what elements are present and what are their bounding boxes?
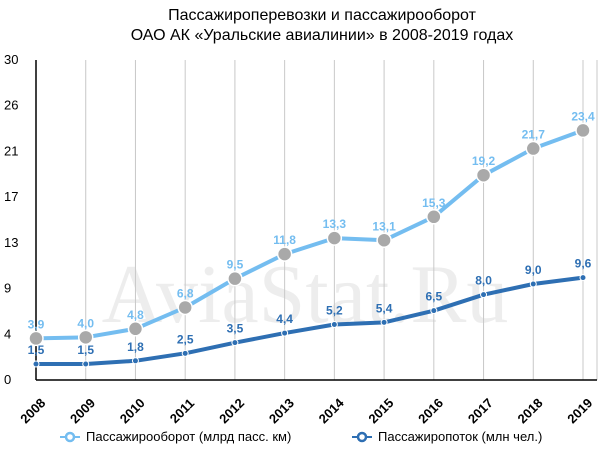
data-point <box>525 140 542 157</box>
legend-label: Пассажирооборот (млрд пасс. км) <box>86 429 291 444</box>
data-point <box>281 329 289 337</box>
x-tick-label: 2019 <box>564 395 595 426</box>
legend-item[interactable]: Пассажирооборот (млрд пасс. км) <box>60 429 291 444</box>
data-label: 15,3 <box>422 196 446 210</box>
y-tick-label: 30 <box>4 52 18 67</box>
data-point <box>127 321 144 337</box>
data-point <box>376 232 392 249</box>
x-tick-label: 2016 <box>415 395 446 426</box>
data-label: 4,8 <box>127 308 144 322</box>
data-label: 13,1 <box>372 219 396 233</box>
legend-marker <box>356 431 368 443</box>
data-point <box>82 360 90 368</box>
data-labels: 3,9 4,0 4,8 6,8 9,5 11,8 13,3 13,1 15,3 19,2 21,7 2… <box>28 109 595 357</box>
data-point <box>330 321 338 329</box>
series-line-1 <box>34 275 585 366</box>
data-label: 9,5 <box>227 258 244 272</box>
data-point <box>231 339 239 347</box>
data-label: 19,2 <box>472 154 496 168</box>
data-label: 3,9 <box>28 317 45 331</box>
x-tick-label: 2013 <box>266 395 297 426</box>
series <box>28 122 591 368</box>
grid <box>35 60 598 380</box>
legend-marker <box>64 431 76 443</box>
data-label: 6,5 <box>425 290 442 304</box>
data-label: 1,8 <box>127 340 144 354</box>
data-label: 4,0 <box>77 316 94 330</box>
data-label: 23,4 <box>571 109 595 123</box>
y-tick-label: 4 <box>4 326 11 341</box>
y-tick-label: 21 <box>4 143 18 158</box>
data-point <box>426 209 442 225</box>
data-point <box>575 122 591 139</box>
data-label: 6,8 <box>177 286 194 300</box>
data-point <box>77 329 94 346</box>
y-tick-label: 9 <box>4 281 11 296</box>
x-tick-label: 2010 <box>117 395 148 426</box>
watermark: AviaStat.Ru <box>102 248 509 341</box>
y-axis-ticks: 0 4 9 13 17 21 26 30 <box>4 52 18 387</box>
data-label: 13,3 <box>323 217 347 231</box>
watermark-text: AviaStat.Ru <box>102 248 509 341</box>
x-tick-label: 2008 <box>17 395 48 426</box>
data-point <box>475 167 492 183</box>
legend-label: Пассажиропоток (млн чел.) <box>378 429 542 444</box>
data-label: 9,6 <box>575 257 592 271</box>
data-point <box>480 291 488 299</box>
data-label: 21,7 <box>522 128 546 142</box>
y-tick-label: 17 <box>4 189 18 204</box>
chart-subtitle: ОАО АК «Уральские авиалинии» в 2008-2019… <box>131 27 514 44</box>
data-label: 2,5 <box>177 332 194 346</box>
x-tick-label: 2012 <box>216 395 247 426</box>
data-point <box>131 357 139 365</box>
x-tick-label: 2009 <box>67 395 98 426</box>
data-label: 5,2 <box>326 304 343 318</box>
data-label: 1,5 <box>77 343 94 357</box>
data-point <box>579 274 587 282</box>
data-label: 9,0 <box>525 263 542 277</box>
y-tick-label: 13 <box>4 235 18 250</box>
chart-title: Пассажироперевозки и пассажирооборот <box>168 7 477 24</box>
data-label: 4,4 <box>276 312 293 326</box>
data-point <box>276 246 293 262</box>
data-point <box>430 307 438 315</box>
x-tick-label: 2014 <box>316 395 348 427</box>
data-point <box>326 230 343 246</box>
data-point <box>32 360 40 368</box>
y-tick-label: 26 <box>4 98 18 113</box>
data-point <box>529 280 537 288</box>
data-point <box>380 318 388 326</box>
data-point <box>181 349 189 357</box>
x-tick-label: 2015 <box>365 395 396 426</box>
x-tick-label: 2017 <box>465 395 496 426</box>
data-point <box>28 330 44 347</box>
x-tick-label: 2018 <box>515 395 546 426</box>
data-label: 11,8 <box>273 233 296 247</box>
x-axis-ticks: 2008 2009 2010 2011 2012 2013 2014 2015 2016 2017… <box>17 395 595 427</box>
y-tick-label: 0 <box>4 372 11 387</box>
data-point <box>177 299 193 316</box>
legend-item[interactable]: Пассажиропоток (млн чел.) <box>352 429 542 444</box>
data-label: 5,4 <box>376 301 393 315</box>
data-label: 8,0 <box>475 274 492 288</box>
x-tick-label: 2011 <box>167 396 198 427</box>
data-point <box>227 270 243 287</box>
axes <box>35 60 597 381</box>
series-line-0 <box>34 128 585 341</box>
data-label: 3,5 <box>227 322 244 336</box>
legend[interactable]: Пассажирооборот (млрд пасс. км) Пассажиро… <box>60 429 542 444</box>
data-label: 1,5 <box>28 343 45 357</box>
